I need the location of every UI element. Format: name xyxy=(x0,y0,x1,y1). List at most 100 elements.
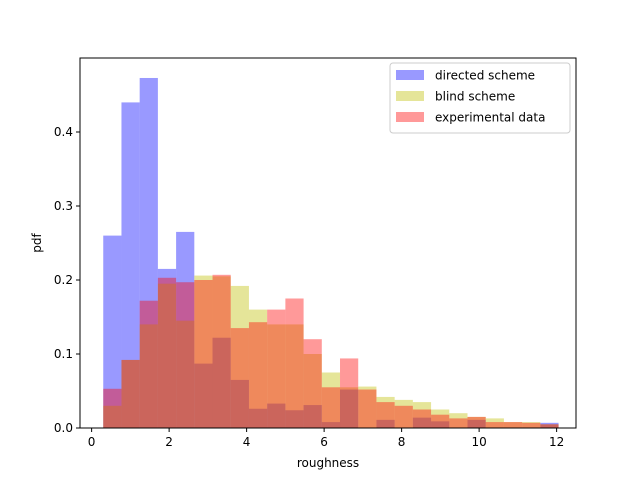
x-tick-label: 12 xyxy=(549,435,564,449)
histogram-bar xyxy=(121,359,140,428)
histogram-bar xyxy=(303,339,322,428)
histogram-bar xyxy=(503,422,523,428)
histogram-bar xyxy=(376,396,395,428)
histogram-bar xyxy=(449,418,468,428)
legend-label: blind scheme xyxy=(435,90,515,104)
x-tick-label: 6 xyxy=(320,435,328,449)
x-tick-label: 10 xyxy=(471,435,486,449)
histogram-bar xyxy=(540,424,559,428)
histogram-bar xyxy=(121,359,140,428)
histogram-bar xyxy=(340,387,359,428)
plot-frame xyxy=(79,57,577,429)
y-tick-label: 0.0 xyxy=(54,421,73,435)
histogram-bar xyxy=(412,417,432,428)
histogram-bar xyxy=(522,422,541,428)
histogram-bar xyxy=(157,268,177,428)
histogram-bar xyxy=(394,399,413,428)
histogram-bar xyxy=(230,379,249,428)
histogram-bar xyxy=(412,402,432,428)
histogram-bar xyxy=(303,354,322,428)
histogram-bar xyxy=(449,413,468,428)
series-1 xyxy=(103,275,559,428)
series-2 xyxy=(103,274,559,428)
legend-swatch xyxy=(396,91,424,101)
histogram-bar xyxy=(467,416,486,428)
histogram-bar xyxy=(522,422,541,428)
histogram-bar xyxy=(321,372,341,428)
histogram-bar xyxy=(139,324,158,428)
y-ticks: 0.0 0.1 0.2 0.3 0.4 xyxy=(54,125,80,435)
histogram-bar xyxy=(176,282,195,428)
y-tick-label: 0.4 xyxy=(54,125,73,139)
histogram-bar xyxy=(267,324,286,428)
histogram-bar xyxy=(267,403,286,428)
histogram-bar xyxy=(103,388,122,428)
legend: directed scheme blind scheme experimental … xyxy=(389,62,571,134)
series-0 xyxy=(103,77,559,429)
y-axis-label: pdf xyxy=(30,233,44,253)
histogram-bar xyxy=(431,421,450,428)
x-ticks: 0 2 4 6 8 10 12 xyxy=(88,428,564,449)
histogram-bar xyxy=(248,322,268,428)
legend-label: experimental data xyxy=(435,111,545,125)
histogram-bar xyxy=(303,405,322,428)
histogram-bar xyxy=(230,328,249,428)
bars-layer xyxy=(103,77,559,429)
x-tick-label: 0 xyxy=(88,435,96,449)
histogram-bar xyxy=(431,414,450,428)
histogram-bar xyxy=(267,309,286,428)
histogram-bar xyxy=(194,280,213,428)
x-tick-label: 4 xyxy=(243,435,251,449)
histogram-bar xyxy=(176,320,195,428)
histogram-bar xyxy=(194,275,213,428)
histogram-bar xyxy=(285,324,304,428)
histogram-bar xyxy=(103,235,122,428)
histogram-bar xyxy=(230,285,249,428)
histogram-bar xyxy=(212,337,231,428)
histogram-bar xyxy=(121,102,140,429)
histogram-bar xyxy=(103,405,122,428)
x-axis-label: roughness xyxy=(297,456,359,470)
histogram-bar xyxy=(285,410,304,428)
histogram-bar xyxy=(394,405,413,428)
histogram-bar xyxy=(358,386,377,428)
legend-swatch xyxy=(396,70,424,80)
histogram-bar xyxy=(540,424,559,428)
histogram-bar xyxy=(321,387,341,428)
histogram-bar xyxy=(467,419,486,428)
histogram-bar xyxy=(503,422,523,428)
histogram-bar xyxy=(321,422,341,428)
histogram-bar xyxy=(485,422,504,428)
histogram-bar xyxy=(139,77,158,428)
y-tick-label: 0.3 xyxy=(54,199,73,213)
histogram-bar xyxy=(340,358,359,428)
legend-label: directed scheme xyxy=(435,69,535,83)
y-tick-label: 0.1 xyxy=(54,347,73,361)
axes-layer xyxy=(79,57,577,429)
histogram-bar xyxy=(157,277,177,428)
histogram-bar xyxy=(340,389,359,428)
legend-swatch xyxy=(396,112,424,122)
histogram-bar xyxy=(176,231,195,428)
histogram-bar xyxy=(376,419,395,428)
histogram-bar xyxy=(412,409,432,428)
x-tick-label: 2 xyxy=(165,435,173,449)
histogram-bar xyxy=(248,309,268,428)
histogram-bar xyxy=(431,409,450,428)
histogram-bar xyxy=(212,276,231,428)
histogram-bar xyxy=(212,274,231,428)
histogram-bar xyxy=(540,422,559,428)
histogram-bar xyxy=(139,300,158,428)
histogram-bar xyxy=(194,363,213,428)
histogram-bar xyxy=(157,283,177,428)
x-tick-label: 8 xyxy=(398,435,406,449)
histogram-bar xyxy=(248,408,268,428)
legend-frame xyxy=(389,62,571,134)
histogram-bar xyxy=(285,298,304,428)
histogram-bar xyxy=(467,416,486,428)
histogram-bar xyxy=(358,389,377,428)
y-tick-label: 0.2 xyxy=(54,273,73,287)
histogram-bar xyxy=(376,402,395,428)
histogram-bar xyxy=(485,418,504,428)
